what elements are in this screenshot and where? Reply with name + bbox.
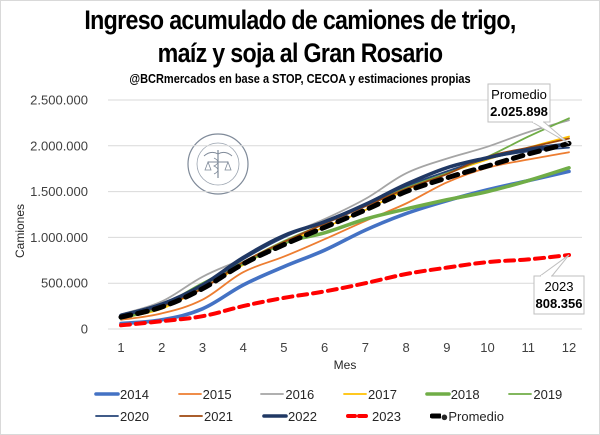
- legend-label: 2016: [285, 386, 315, 402]
- legend-label: 2014: [120, 386, 149, 402]
- legend-item-2014: 2014: [94, 387, 167, 402]
- y-tick-label: 0: [81, 322, 88, 337]
- y-tick-label: 2.000.000: [30, 138, 88, 153]
- data-callout-2023: 2023 808.356: [533, 254, 585, 315]
- bcr-seal-watermark-icon: [187, 133, 249, 195]
- x-tick-label: 6: [321, 340, 328, 355]
- legend-item-2022: 2022: [262, 409, 336, 424]
- chart-title-line-2: maíz y soja al Gran Rosario: [157, 38, 443, 68]
- legend-label: 2022: [288, 408, 317, 424]
- callout-series-name: 2023: [545, 279, 574, 294]
- legend-item-2021: 2021: [178, 409, 252, 424]
- legend-swatch: [177, 393, 202, 395]
- legend: 2014 2015 2016 2017 2018 2019 2020 2021 2022 202…: [40, 383, 580, 427]
- legend-label: 2018: [450, 386, 480, 402]
- y-axis-ticks: 0 500.000 1.000.000 1.500.000 2.000.000 2.500…: [30, 93, 88, 337]
- legend-swatch: [343, 393, 367, 395]
- legend-item-2020: 2020: [94, 409, 168, 424]
- x-tick-label: 5: [280, 340, 287, 355]
- series-line-2023: [119, 253, 571, 328]
- series-line-promedio: [118, 140, 572, 320]
- legend-item-2018: 2018: [424, 386, 498, 402]
- legend-label: 2017: [368, 386, 397, 402]
- series-line-2022: [119, 142, 571, 318]
- legend-swatch: [260, 393, 285, 395]
- legend-swatch: [424, 392, 451, 396]
- x-tick-label: 1: [117, 340, 124, 355]
- callout-value: 2.025.898: [490, 104, 548, 119]
- callout-value: 808.356: [536, 296, 583, 311]
- x-tick-label: 10: [480, 340, 494, 355]
- x-tick-label: 9: [443, 340, 450, 355]
- x-axis-label: Mes: [334, 358, 357, 372]
- legend-swatch: [430, 413, 441, 419]
- series-line-2014: [119, 169, 571, 326]
- legend-label: 2019: [533, 386, 563, 402]
- legend-label: ●Promedio: [440, 408, 505, 424]
- legend-label: 2020: [120, 408, 149, 424]
- callouts: Promedio 2.025.898 2023 808.356: [487, 83, 585, 315]
- x-tick-label: 3: [199, 340, 206, 355]
- legend-label: 2023: [372, 408, 401, 424]
- legend-item-2015: 2015: [177, 387, 250, 402]
- legend-row: 2014 2015 2016 2017 2018 2019: [40, 383, 580, 405]
- series-line-2016: [120, 119, 570, 316]
- x-tick-label: 12: [562, 340, 576, 355]
- legend-label: 2015: [202, 386, 232, 402]
- legend-label: 2021: [204, 408, 233, 424]
- data-callout-promedio: Promedio 2.025.898: [487, 83, 570, 144]
- y-axis-label: Camiones: [13, 204, 27, 258]
- legend-item-2017: 2017: [342, 387, 415, 402]
- legend-item-2023: 2023: [346, 409, 420, 424]
- legend-swatch: [94, 392, 120, 396]
- legend-swatch: [262, 414, 288, 418]
- x-tick-label: 2: [158, 340, 165, 355]
- chart-title-line-1: Ingreso acumulado de camiones de trigo,: [84, 5, 516, 35]
- legend-swatch: [95, 415, 119, 417]
- legend-item-promedio: ●Promedio: [430, 409, 504, 424]
- y-tick-label: 1.500.000: [30, 184, 88, 199]
- chart-subtitle: @BCRmercados en base a STOP, CECOA y est…: [129, 72, 471, 86]
- y-tick-label: 2.500.000: [30, 93, 88, 108]
- legend-item-2016: 2016: [259, 387, 332, 402]
- legend-swatch: [179, 415, 203, 417]
- legend-swatch: [346, 414, 372, 418]
- y-tick-label: 500.000: [41, 276, 88, 291]
- callout-series-name: Promedio: [491, 87, 547, 102]
- x-axis-ticks: 1 2 3 4 5 6 7 8 9 10 11 12: [117, 340, 576, 355]
- x-tick-label: 7: [362, 340, 369, 355]
- legend-swatch: [508, 393, 533, 395]
- y-tick-label: 1.000.000: [30, 230, 88, 245]
- series-lines: [118, 117, 572, 328]
- x-tick-label: 4: [240, 340, 247, 355]
- legend-row: 2020 2021 2022 2023 ●Promedio: [40, 405, 580, 427]
- x-tick-label: 8: [402, 340, 409, 355]
- legend-item-2019: 2019: [507, 387, 580, 402]
- x-tick-label: 11: [522, 340, 536, 355]
